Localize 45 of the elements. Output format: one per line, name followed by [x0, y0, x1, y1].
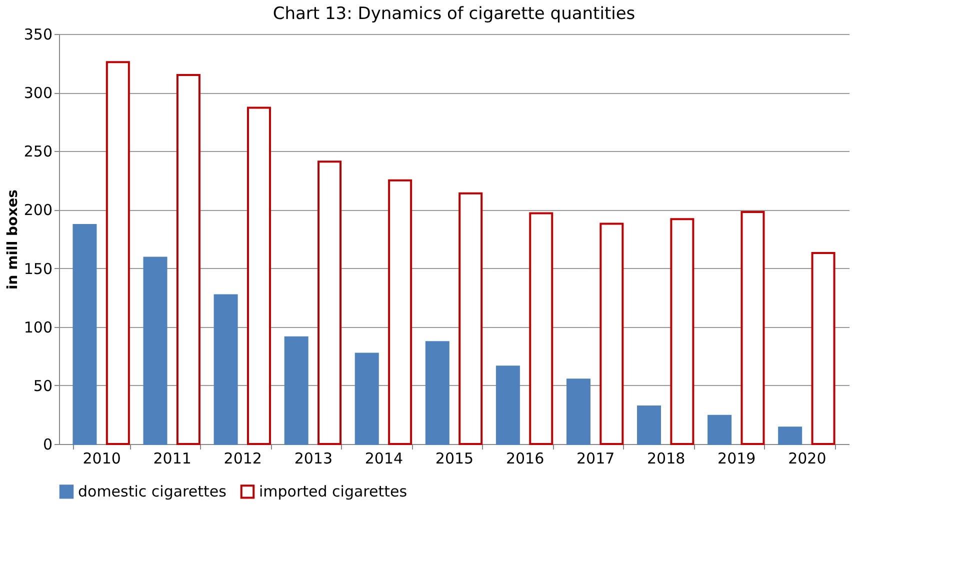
y-tick-label: 250 — [24, 142, 52, 161]
y-tick-label: 100 — [24, 318, 52, 336]
x-tick-label: 2016 — [506, 450, 544, 468]
y-tick-label: 350 — [24, 26, 52, 44]
bar — [600, 222, 624, 445]
bar — [284, 336, 308, 445]
bar — [778, 426, 802, 445]
bar — [246, 106, 271, 445]
bar — [566, 378, 590, 445]
bar — [670, 218, 694, 445]
bar — [811, 252, 836, 445]
bar — [637, 406, 662, 445]
chart-title: Chart 13: Dynamics of cigarette quantities — [272, 4, 636, 24]
bar — [388, 179, 412, 445]
y-tick-label: 300 — [24, 84, 52, 102]
x-tick-label: 2011 — [153, 450, 192, 468]
bar — [458, 192, 483, 445]
y-tick-label: 0 — [42, 436, 52, 454]
bar — [143, 256, 168, 445]
bar — [318, 160, 342, 445]
x-tick-label: 2019 — [718, 450, 756, 468]
bar — [214, 294, 238, 445]
bar — [106, 61, 130, 445]
y-tick-label: 50 — [33, 376, 52, 395]
bar — [708, 414, 732, 445]
x-tick-label: 2015 — [435, 450, 474, 468]
legend-label: imported cigarettes — [259, 482, 408, 501]
bar — [529, 212, 554, 445]
legend-label: domestic cigarettes — [78, 482, 227, 501]
x-tick-label: 2020 — [788, 450, 826, 468]
bar — [496, 366, 520, 445]
y-tick-label: 200 — [24, 201, 52, 220]
bar — [740, 211, 765, 445]
bar — [72, 224, 97, 445]
bar — [425, 341, 450, 445]
bar — [354, 352, 379, 445]
x-tick-label: 2012 — [224, 450, 262, 468]
y-axis-title: in mill boxes — [4, 190, 21, 290]
x-tick-label: 2010 — [82, 450, 121, 468]
y-tick-label: 150 — [24, 260, 52, 278]
x-tick-label: 2018 — [647, 450, 686, 468]
x-tick-label: 2014 — [364, 450, 404, 468]
x-tick-label: 2017 — [576, 450, 615, 468]
x-tick-label: 2013 — [294, 450, 333, 468]
bar — [176, 74, 200, 445]
